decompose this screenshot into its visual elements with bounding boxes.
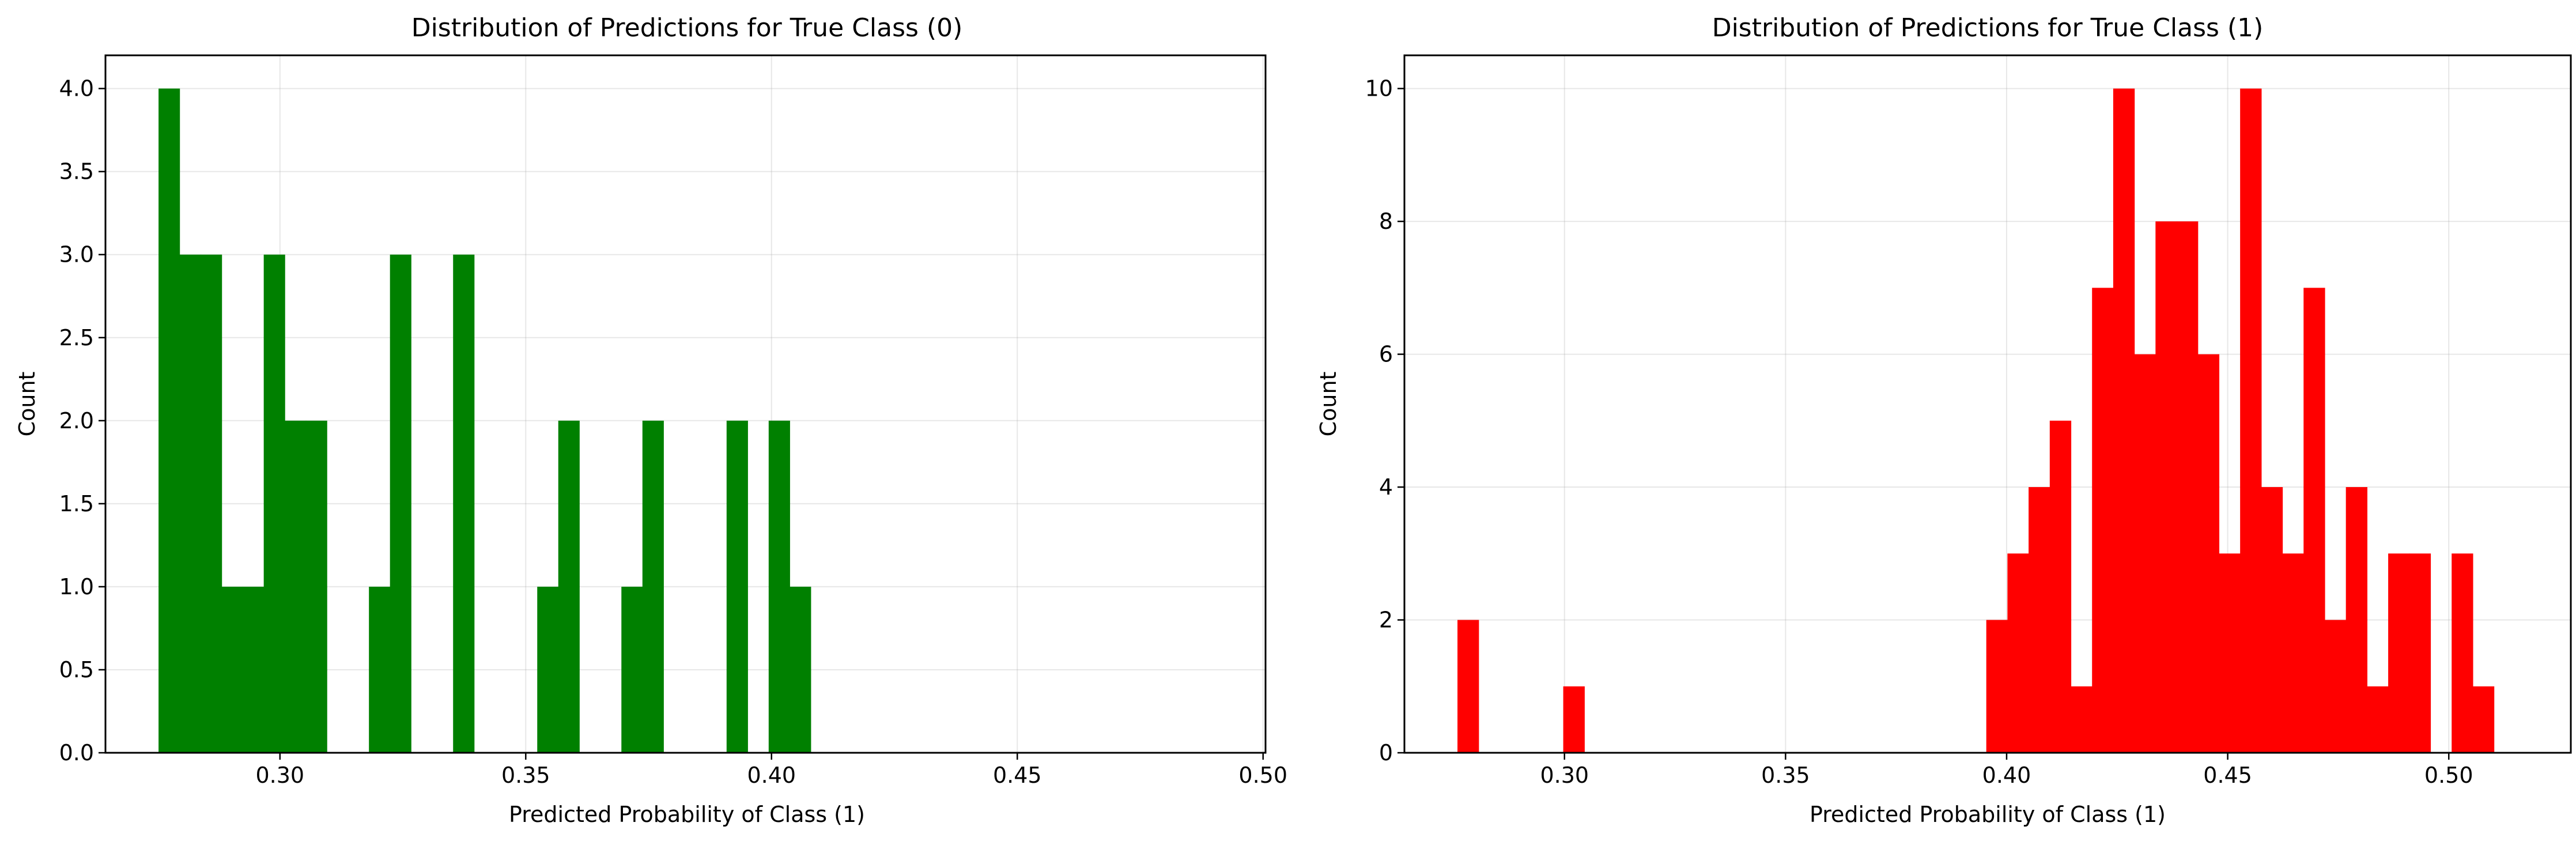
- right-x-tick-label: 0.45: [2203, 763, 2252, 788]
- left-x-tick-label: 0.35: [501, 763, 550, 788]
- right-histogram-bar: [2197, 354, 2220, 753]
- right-histogram-bar: [2472, 686, 2495, 753]
- left-y-axis-label: Count: [14, 372, 40, 437]
- right-chart-title: Distribution of Predictions for True Cla…: [1712, 13, 2264, 43]
- right-y-tick-label: 8: [1379, 209, 1393, 234]
- right-histogram-bar: [2303, 288, 2325, 753]
- left-histogram-bar: [158, 88, 180, 753]
- left-histogram-bar: [221, 586, 243, 753]
- left-histogram-bar: [285, 420, 307, 753]
- right-histogram-bar: [2367, 686, 2389, 753]
- right-x-tick-label: 0.35: [1761, 763, 1810, 788]
- right-histogram-bar: [2409, 553, 2431, 753]
- right-histogram-bar: [2029, 487, 2050, 753]
- right-histogram-bar: [2155, 221, 2177, 753]
- left-x-tick-label: 0.50: [1238, 763, 1287, 788]
- left-histogram-bar: [726, 420, 748, 753]
- left-x-tick-label: 0.45: [993, 763, 1042, 788]
- left-histogram-bar: [201, 254, 222, 753]
- right-histogram-bar: [2452, 553, 2473, 753]
- right-histogram-bar: [2113, 88, 2135, 753]
- right-y-axis-label: Count: [1316, 372, 1341, 437]
- left-axes-frame: [104, 54, 1267, 754]
- right-histogram-bar: [2049, 420, 2072, 753]
- left-histogram-bar: [305, 420, 327, 753]
- left-y-tick-label: 3.5: [59, 159, 94, 184]
- right-histogram-bar: [1563, 686, 1585, 753]
- right-histogram-bar: [2134, 354, 2156, 753]
- right-y-tick-label: 4: [1379, 474, 1393, 500]
- right-histogram-bar: [2388, 553, 2410, 753]
- left-histogram-panel: Distribution of Predictions for True Cla…: [14, 13, 1287, 827]
- right-histogram-bar: [2219, 553, 2241, 753]
- left-x-axis-label: Predicted Probability of Class (1): [509, 802, 865, 827]
- left-histogram-bar: [790, 586, 811, 753]
- left-x-tick-label: 0.30: [255, 763, 304, 788]
- right-bars: [1457, 88, 2495, 753]
- right-histogram-bar: [2324, 620, 2347, 753]
- right-x-ticks: 0.30 0.35 0.40 0.45 0.50: [1540, 753, 2473, 788]
- left-x-ticks: 0.30 0.35 0.40 0.45 0.50: [255, 753, 1287, 788]
- right-axes-frame: [1403, 54, 2572, 754]
- right-y-tick-label: 2: [1379, 608, 1393, 633]
- right-histogram-bar: [1986, 620, 2008, 753]
- left-histogram-bar: [621, 586, 643, 753]
- right-x-axis-label: Predicted Probability of Class (1): [1810, 802, 2166, 827]
- left-y-tick-label: 4.0: [59, 76, 94, 101]
- right-histogram-panel: Distribution of Predictions for True Cla…: [1316, 13, 2572, 827]
- right-histogram-bar: [2345, 487, 2367, 753]
- left-histogram-bar: [243, 586, 265, 753]
- right-x-tick-label: 0.40: [1982, 763, 2031, 788]
- right-histogram-bar: [1457, 620, 1479, 753]
- left-chart-title: Distribution of Predictions for True Cla…: [411, 13, 963, 43]
- right-y-tick-label: 10: [1365, 76, 1393, 101]
- left-y-tick-label: 0.0: [59, 740, 94, 765]
- right-histogram-bar: [2177, 221, 2199, 753]
- left-bars: [158, 88, 811, 753]
- right-y-ticks: 0 2 4 6 8 10: [1365, 76, 1404, 765]
- left-histogram-bar: [453, 254, 475, 753]
- left-y-tick-label: 2.0: [59, 408, 94, 433]
- left-histogram-bar: [390, 254, 411, 753]
- left-y-tick-label: 1.0: [59, 574, 94, 599]
- left-histogram-bar: [537, 586, 559, 753]
- left-y-tick-label: 3.0: [59, 242, 94, 267]
- right-y-tick-label: 6: [1379, 342, 1393, 367]
- left-y-tick-label: 0.5: [59, 657, 94, 682]
- right-histogram-bar: [2261, 487, 2283, 753]
- right-histogram-bar: [2282, 553, 2304, 753]
- left-x-tick-label: 0.40: [747, 763, 796, 788]
- left-histogram-bar: [369, 586, 391, 753]
- right-histogram-bar: [2240, 88, 2262, 753]
- left-histogram-bar: [558, 420, 580, 753]
- right-histogram-bar: [2092, 288, 2114, 753]
- right-histogram-bar: [2071, 686, 2092, 753]
- left-histogram-bar: [642, 420, 664, 753]
- left-y-tick-label: 1.5: [59, 491, 94, 516]
- left-histogram-bar: [179, 254, 201, 753]
- right-x-tick-label: 0.50: [2424, 763, 2473, 788]
- right-x-tick-label: 0.30: [1540, 763, 1589, 788]
- right-y-tick-label: 0: [1379, 740, 1393, 765]
- left-y-ticks: 0.0 0.5 1.0 1.5 2.0 2.5 3.0 3.5 4.0: [59, 76, 105, 765]
- right-histogram-bar: [2007, 553, 2029, 753]
- left-histogram-bar: [263, 254, 285, 753]
- left-histogram-bar: [768, 420, 790, 753]
- left-y-tick-label: 2.5: [59, 325, 94, 350]
